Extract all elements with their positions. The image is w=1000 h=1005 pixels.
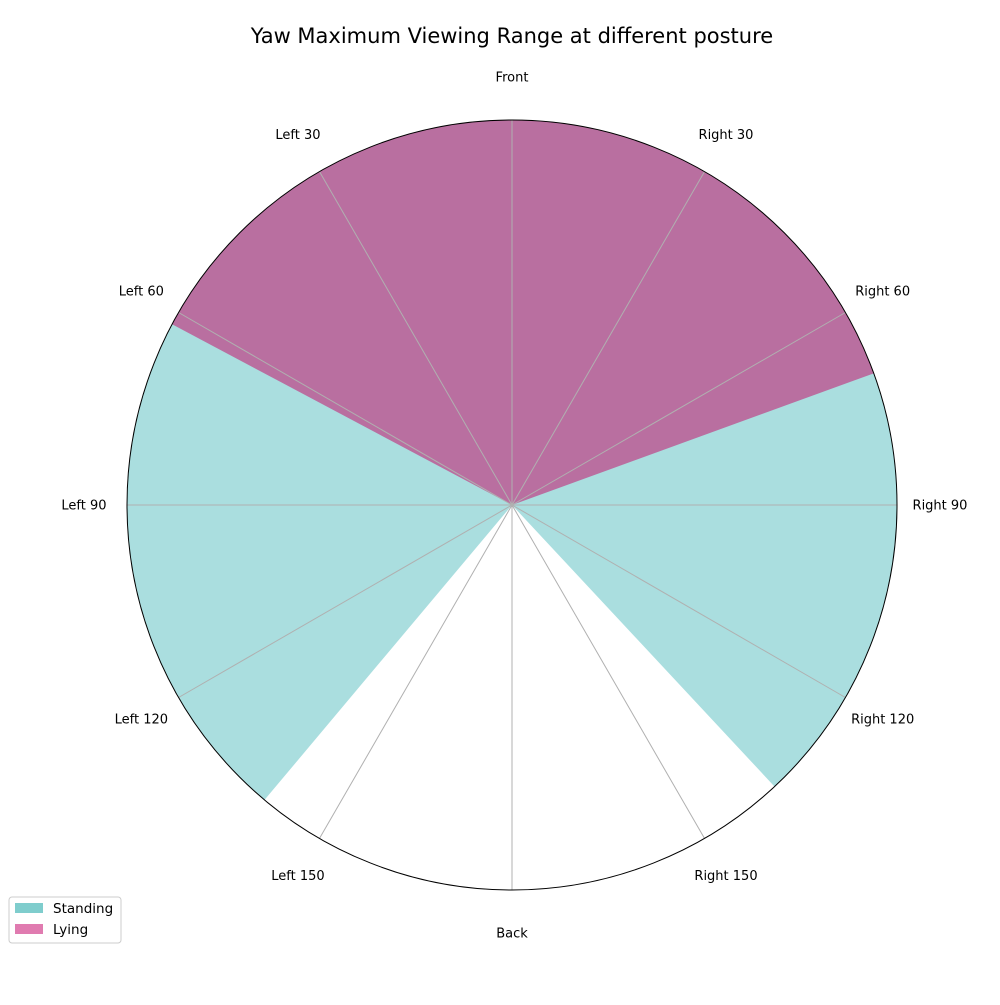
grid-spoke <box>178 312 513 506</box>
grid-spoke <box>511 312 846 506</box>
sector-lying <box>172 120 874 505</box>
direction-label: Right 120 <box>851 713 914 728</box>
grid-spoke <box>511 171 705 506</box>
direction-label: Left 30 <box>275 128 320 143</box>
direction-label: Right 150 <box>694 869 757 884</box>
outer-ring <box>126 119 898 891</box>
grid-spoke <box>319 171 513 506</box>
legend-swatch-standing <box>15 903 43 913</box>
grid-spoke <box>319 504 513 839</box>
grid-layer <box>127 120 897 890</box>
legend-label-lying: Lying <box>53 922 88 938</box>
legend-swatch-lying <box>15 924 43 934</box>
direction-label: Right 60 <box>855 285 910 300</box>
legend: Standing Lying <box>8 896 122 944</box>
direction-label: Right 30 <box>699 128 754 143</box>
grid-spoke <box>511 504 705 839</box>
legend-label-standing: Standing <box>53 901 113 917</box>
direction-label: Left 60 <box>119 285 164 300</box>
direction-label: Left 120 <box>115 713 168 728</box>
chart-title: Yaw Maximum Viewing Range at different p… <box>250 24 773 48</box>
direction-label: Back <box>496 927 528 942</box>
grid-spoke <box>178 504 513 698</box>
direction-label: Right 90 <box>913 499 968 514</box>
grid-spoke <box>511 504 846 698</box>
direction-labels: Front Right 30 Right 60 Right 90 Right 120 Ri… <box>61 71 967 942</box>
direction-label: Left 150 <box>271 869 324 884</box>
direction-label: Left 90 <box>61 499 106 514</box>
direction-label: Front <box>496 71 529 86</box>
